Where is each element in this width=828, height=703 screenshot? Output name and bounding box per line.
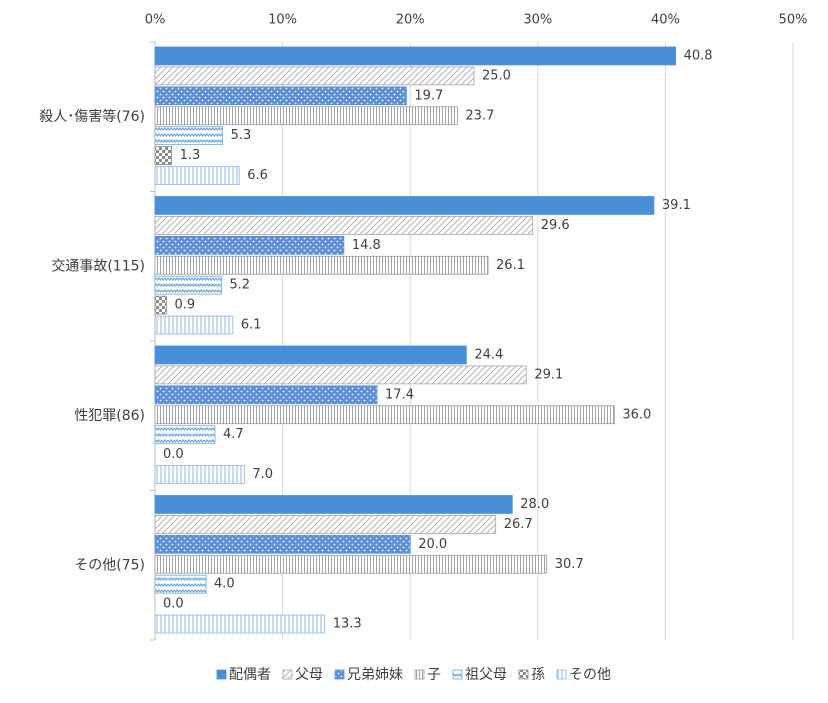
bar — [154, 126, 224, 146]
data-label: 4.0 — [214, 577, 235, 592]
bar — [154, 86, 407, 106]
legend-swatch — [334, 669, 345, 680]
data-label: 39.1 — [662, 198, 691, 213]
x-tick-label: 40% — [651, 13, 680, 28]
x-tick-label: 30% — [523, 13, 552, 28]
bar — [154, 66, 475, 86]
bar — [154, 515, 497, 534]
bar — [154, 315, 234, 335]
data-label: 0.0 — [163, 447, 184, 462]
data-label: 6.6 — [247, 168, 268, 183]
data-label: 14.8 — [352, 238, 381, 253]
data-label: 19.7 — [414, 88, 443, 103]
bar — [154, 196, 655, 215]
y-tick-label: 性犯罪(86) — [74, 408, 145, 424]
bar — [154, 365, 527, 385]
legend-swatch — [452, 669, 463, 680]
data-label: 25.0 — [482, 68, 511, 83]
bar — [154, 295, 167, 315]
legend-label: 子 — [427, 667, 441, 683]
bar — [154, 425, 216, 445]
legend-label: その他 — [569, 667, 611, 683]
data-label: 30.7 — [555, 557, 584, 572]
data-label: 0.9 — [174, 298, 195, 313]
legend-swatch — [282, 669, 293, 680]
bar — [154, 216, 534, 235]
data-label: 23.7 — [465, 108, 494, 123]
x-tick-label: 20% — [396, 13, 425, 28]
data-label: 26.1 — [496, 258, 525, 273]
data-label: 5.3 — [231, 128, 252, 143]
bar — [154, 106, 458, 126]
bar — [154, 574, 207, 594]
legend-label: 孫 — [531, 667, 545, 683]
bar — [154, 46, 677, 66]
x-tick-label: 50% — [779, 13, 808, 28]
data-label: 5.2 — [229, 278, 250, 293]
legend-label: 父母 — [295, 667, 323, 683]
bar — [154, 534, 411, 554]
bar — [154, 465, 245, 484]
data-label: 13.3 — [333, 617, 362, 632]
y-tick-label: 殺人･傷害等(76) — [39, 108, 145, 125]
x-tick-label: 10% — [268, 13, 297, 28]
bar — [154, 235, 345, 255]
data-label: 0.0 — [163, 597, 184, 612]
bar — [154, 405, 615, 425]
data-label: 40.8 — [684, 48, 713, 63]
legend: 配偶者 父母 兄弟姉妹 子 祖父母 孫 その他 — [216, 667, 611, 683]
legend-swatch — [556, 669, 567, 680]
data-label: 4.7 — [223, 427, 244, 442]
data-label: 24.4 — [474, 347, 503, 362]
legend-swatch — [518, 669, 529, 680]
legend-label: 配偶者 — [229, 667, 271, 683]
y-tick-label: 交通事故(115) — [51, 257, 145, 274]
bar — [154, 554, 548, 574]
data-label: 29.6 — [541, 218, 570, 233]
data-label: 20.0 — [418, 537, 447, 552]
data-label: 6.1 — [241, 318, 262, 333]
legend-label: 祖父母 — [465, 667, 507, 683]
y-tick-label: その他(75) — [74, 557, 145, 573]
data-label: 29.1 — [534, 367, 563, 382]
bar — [154, 345, 467, 365]
x-tick-label: 0% — [145, 13, 166, 28]
data-label: 17.4 — [385, 387, 414, 402]
data-label: 28.0 — [520, 497, 549, 512]
legend-swatch — [216, 669, 227, 680]
data-label: 1.3 — [180, 148, 201, 163]
legend-label: 兄弟姉妹 — [347, 667, 403, 683]
data-label: 36.0 — [622, 407, 651, 422]
bar — [154, 385, 378, 405]
data-label: 26.7 — [504, 517, 533, 532]
bar — [154, 495, 513, 514]
bar — [154, 166, 240, 185]
bar — [154, 255, 489, 275]
data-label: 7.0 — [252, 467, 273, 482]
bar — [154, 614, 326, 634]
bar — [154, 275, 222, 295]
bar — [154, 146, 172, 165]
legend-swatch — [414, 669, 425, 680]
